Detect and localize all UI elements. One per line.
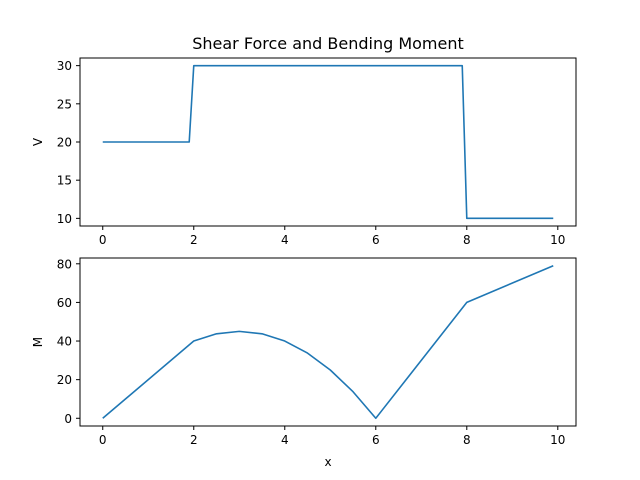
- shear-x-tick-label: 10: [550, 233, 565, 247]
- shear-x-tick-label: 0: [99, 233, 107, 247]
- moment-y-tick-label: 0: [64, 412, 72, 426]
- moment-y-tick-label: 40: [57, 335, 72, 349]
- moment-series-line-0: [102, 264, 554, 420]
- moment-x-axis-label: x: [324, 455, 331, 469]
- moment-x-tick-label: 6: [372, 433, 380, 447]
- moment-x-tick-label: 4: [281, 433, 289, 447]
- shear-x-tick-label: 2: [190, 233, 198, 247]
- shear-x-tick-label: 4: [281, 233, 289, 247]
- moment-y-tick-label: 60: [57, 296, 72, 310]
- moment-x-tick-label: 2: [190, 433, 198, 447]
- moment-x-tick-label: 10: [550, 433, 565, 447]
- chart-title: Shear Force and Bending Moment: [192, 34, 464, 53]
- shear-x-tick-label: 8: [463, 233, 471, 247]
- shear-y-tick-label: 15: [57, 174, 72, 188]
- shear-y-tick-label: 10: [57, 212, 72, 226]
- shear-force-panel: 0 2 4 6 8 10 10 15 20 25 30 V: [31, 57, 577, 247]
- moment-y-tick-label: 20: [57, 373, 72, 387]
- shear-y-tick-label: 25: [57, 97, 72, 111]
- moment-y-axis-label: M: [31, 337, 45, 347]
- moment-x-tick-label: 8: [463, 433, 471, 447]
- shear-y-tick-label: 20: [57, 136, 72, 150]
- shear-series-line-0: [102, 64, 554, 220]
- moment-y-tick-label: 80: [57, 257, 72, 271]
- shear-y-tick-label: 30: [57, 59, 72, 73]
- bending-moment-panel: 0 2 4 6 8 10 0 20 40 60 80 Mx: [31, 257, 577, 469]
- shear-x-tick-label: 6: [372, 233, 380, 247]
- moment-x-tick-label: 0: [99, 433, 107, 447]
- shear-y-axis-label: V: [31, 137, 45, 146]
- moment-axes-frame: [79, 257, 577, 427]
